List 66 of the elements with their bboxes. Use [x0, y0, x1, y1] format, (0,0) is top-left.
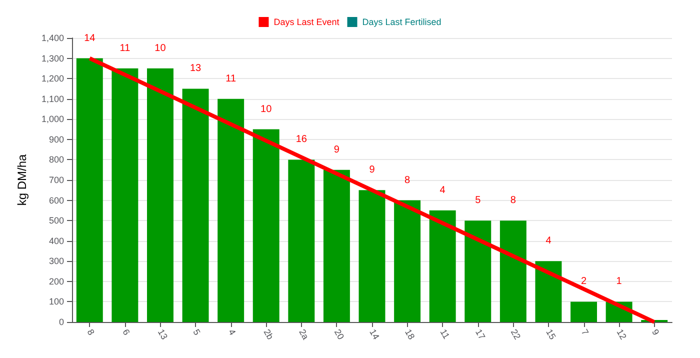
y-tick-label: 1,200 — [41, 74, 64, 84]
bar — [323, 170, 350, 322]
y-tick-label: 1,300 — [41, 53, 64, 64]
y-tick-label: 500 — [48, 216, 64, 226]
bar — [112, 68, 138, 322]
y-tick-label: 1,000 — [41, 114, 64, 124]
annotation: 2 — [580, 276, 587, 288]
x-tick-label: 14 — [368, 328, 382, 342]
annotation: 8 — [510, 195, 516, 206]
x-tick-label: 22 — [508, 328, 523, 342]
x-tick-label: 18 — [402, 328, 417, 342]
legend-label: Days Last Fertilised — [362, 17, 442, 27]
bar — [570, 302, 597, 322]
annotation: 4 — [440, 184, 446, 196]
x-tick-label: 13 — [156, 328, 170, 342]
annotation: 9 — [334, 144, 340, 156]
y-tick-label: 600 — [48, 195, 64, 206]
annotation: 16 — [296, 134, 308, 146]
x-tick-label: 11 — [438, 328, 452, 341]
bar — [218, 98, 244, 322]
x-tick-label: 12 — [614, 328, 628, 342]
bar — [429, 210, 456, 322]
y-tick-label: 100 — [48, 296, 64, 307]
x-tick-label: 2b — [262, 328, 276, 342]
bar — [464, 220, 492, 322]
annotation: 5 — [475, 195, 482, 206]
x-tick-label: 4 — [226, 328, 238, 337]
bar — [288, 160, 315, 322]
bar — [535, 261, 562, 322]
y-tick-label: 400 — [48, 236, 64, 246]
bar — [76, 58, 103, 322]
x-tick-label: 6 — [120, 328, 132, 337]
x-tick-label: 17 — [474, 328, 488, 342]
y-tick-label: 200 — [48, 276, 64, 286]
annotation: 11 — [120, 42, 131, 54]
annotation: 13 — [190, 63, 202, 74]
y-tick-label: 800 — [48, 154, 64, 165]
annotation: 10 — [260, 104, 272, 115]
y-tick-label: 1,100 — [41, 94, 64, 104]
bar — [358, 190, 386, 322]
bar — [394, 200, 421, 322]
x-tick-label: 7 — [579, 328, 591, 337]
annotation: 14 — [84, 32, 96, 44]
annotation: 1 — [616, 276, 622, 288]
annotation: 10 — [154, 42, 166, 54]
bar — [500, 220, 526, 322]
y-tick-label: 900 — [48, 134, 64, 144]
bar — [252, 129, 280, 322]
annotation: 9 — [369, 164, 376, 176]
y-tick-label: 0 — [58, 317, 64, 327]
x-tick-label: 20 — [332, 328, 346, 342]
annotation: 8 — [404, 174, 411, 186]
x-tick-label: 9 — [650, 328, 662, 337]
annotation: 4 — [546, 236, 552, 247]
y-axis-title: kg DM/ha — [15, 154, 29, 206]
x-tick-label: 5 — [191, 328, 202, 337]
x-tick-label: 2a — [297, 328, 311, 342]
x-tick-label: 8 — [85, 328, 96, 337]
y-tick-label: 1,400 — [41, 33, 64, 43]
y-tick-label: 300 — [48, 256, 64, 266]
annotation: 11 — [226, 73, 236, 84]
bar — [147, 68, 174, 322]
bar — [182, 88, 209, 322]
x-tick-label: 15 — [544, 328, 558, 342]
y-tick-label: 700 — [48, 175, 64, 185]
legend-label: Days Last Event — [274, 17, 340, 27]
